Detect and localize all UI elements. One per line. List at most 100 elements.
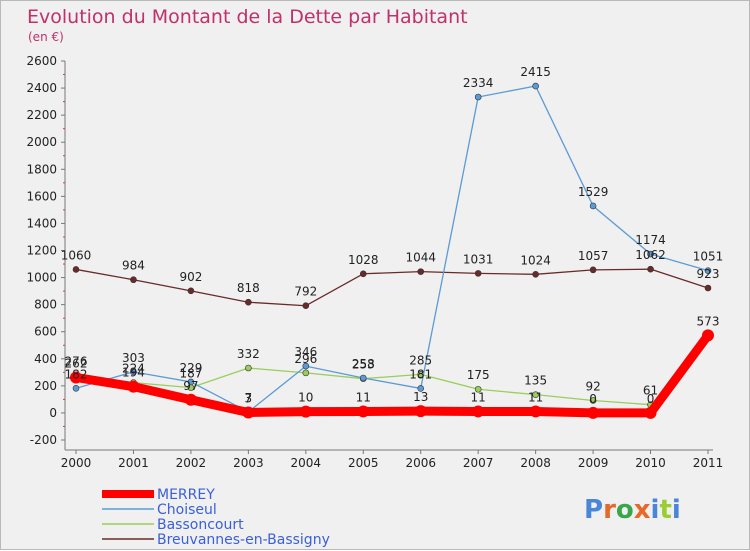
data-label: 276 — [65, 355, 88, 369]
data-point — [474, 385, 482, 393]
data-point — [130, 276, 137, 284]
data-label: 224 — [122, 362, 145, 376]
data-point — [302, 362, 310, 370]
data-point — [647, 250, 654, 258]
y-tick-label: 0 — [49, 406, 57, 420]
x-tick-label: 2002 — [176, 456, 207, 470]
data-label: 253 — [352, 358, 375, 372]
data-point — [357, 405, 370, 418]
data-point — [70, 371, 82, 384]
data-point — [414, 405, 427, 418]
data-label: 97 — [183, 379, 198, 393]
y-tick-label: 2600 — [26, 54, 57, 68]
data-label: 187 — [179, 367, 202, 381]
x-tick-label: 2007 — [463, 456, 494, 470]
series-line — [75, 85, 709, 413]
logo-text: Proxiti — [584, 495, 681, 525]
data-point — [417, 268, 425, 275]
data-label: 229 — [179, 361, 202, 375]
data-point — [127, 380, 140, 393]
data-point — [532, 391, 539, 398]
data-label: 3 — [245, 392, 253, 406]
y-tick-label: 600 — [34, 325, 57, 339]
data-label: 1024 — [520, 253, 551, 267]
data-point — [702, 329, 714, 342]
data-point — [589, 202, 597, 210]
data-label: 1057 — [578, 249, 609, 263]
legend-item: Bassoncourt — [102, 517, 244, 533]
y-tick-label: 1200 — [26, 244, 57, 258]
data-point — [187, 378, 195, 386]
data-label: 175 — [467, 368, 490, 382]
data-label: 923 — [697, 267, 720, 281]
data-label: 135 — [524, 374, 547, 388]
series-line — [71, 330, 713, 418]
legend-label: MERREY — [157, 487, 215, 503]
data-label: 11 — [471, 390, 486, 404]
data-point — [529, 405, 542, 418]
y-tick-label: 1400 — [26, 216, 57, 230]
data-point — [187, 287, 195, 295]
y-tick-label: 2000 — [26, 135, 57, 149]
data-label: 61 — [643, 384, 658, 398]
data-label: 1044 — [405, 251, 436, 265]
legend-item: Breuvannes-en-Bassigny — [102, 532, 330, 548]
data-label: 573 — [697, 314, 720, 328]
data-point — [359, 374, 367, 382]
data-point — [704, 267, 712, 274]
data-label: 1060 — [61, 248, 92, 262]
data-label: 11 — [356, 390, 371, 404]
y-tick-label: 2200 — [26, 108, 57, 122]
data-label: 818 — [237, 281, 260, 295]
data-point — [704, 284, 712, 292]
x-tick-label: 2009 — [578, 456, 609, 470]
legend-label: Bassoncourt — [157, 517, 244, 533]
data-labels: 262 194 97 3 10 11 13 11 11 0 0 573 182 303 229 7 346 258… — [61, 65, 724, 406]
data-point — [245, 298, 252, 306]
data-label: 2334 — [463, 76, 494, 90]
data-label: 194 — [122, 366, 145, 380]
data-point — [130, 368, 137, 376]
legend-label: Choiseul — [157, 502, 217, 518]
data-label: 258 — [352, 357, 375, 371]
data-label: 92 — [585, 379, 600, 393]
data-label: 7 — [245, 391, 253, 405]
data-label: 346 — [294, 345, 317, 359]
data-point — [587, 406, 600, 419]
data-label: 296 — [294, 352, 317, 366]
y-tick-label: 200 — [34, 379, 57, 393]
data-point — [589, 397, 597, 404]
data-point — [417, 385, 425, 392]
data-label: 13 — [413, 390, 428, 404]
data-point — [474, 93, 482, 101]
x-tick-label: 2010 — [635, 456, 666, 470]
series-merrey — [70, 329, 714, 419]
legend: MERREYChoiseulBassoncourtBreuvannes-en-B… — [102, 487, 330, 548]
data-point — [359, 270, 367, 278]
legend-label: Breuvannes-en-Bassigny — [157, 532, 330, 548]
data-label: 0 — [589, 392, 597, 406]
data-point — [245, 364, 252, 372]
data-label: 1031 — [463, 252, 494, 266]
data-label: 285 — [409, 353, 432, 367]
data-point — [472, 405, 485, 418]
data-point — [474, 270, 482, 277]
x-tick-label: 2000 — [61, 456, 92, 470]
data-label: 0 — [647, 392, 655, 406]
chart-subtitle: (en €) — [28, 30, 64, 44]
x-tick-label: 2006 — [405, 456, 436, 470]
x-tick-label: 2004 — [291, 456, 322, 470]
data-point — [72, 266, 80, 273]
data-label: 1174 — [635, 233, 666, 247]
series-breuvannes-en-bassigny — [72, 265, 712, 310]
x-tick-label: 2008 — [520, 456, 551, 470]
data-point — [302, 302, 310, 310]
legend-item: MERREY — [102, 487, 215, 503]
data-point — [242, 406, 255, 419]
y-tick-label: 1600 — [26, 189, 57, 203]
data-point — [299, 405, 312, 418]
chart-title: Evolution du Montant de la Dette par Hab… — [27, 6, 468, 28]
y-tick-label: 1800 — [26, 162, 57, 176]
